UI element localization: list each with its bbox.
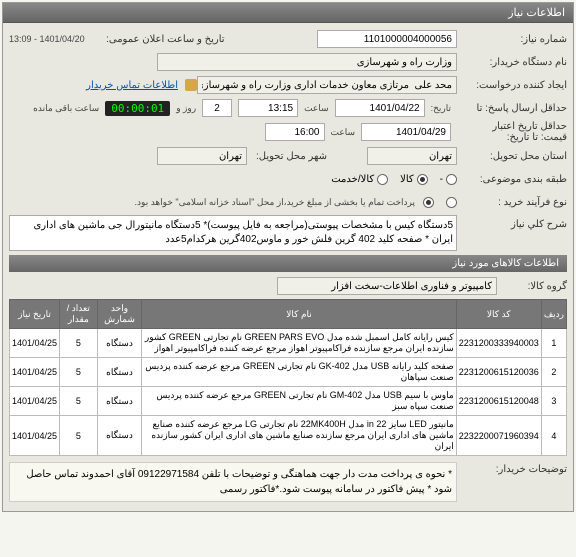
countdown-timer: 00:00:01 [105, 101, 170, 116]
province-label: استان محل تحویل: [457, 151, 567, 162]
items-section-title: اطلاعات کالاهای مورد نیاز [9, 255, 567, 272]
class-radio-group: - کالا کالا/خدمت [331, 174, 457, 185]
items-table: ردیفکد کالانام کالاواحد شمارشتعداد / مقد… [9, 299, 567, 456]
desc-textarea[interactable]: 5دستگاه کیس با مشخصات پیوستی(مراجعه به ف… [9, 215, 457, 251]
credit-date-input[interactable] [361, 123, 451, 141]
table-cell: 5 [60, 416, 98, 456]
desc-label: شرح کلي نياز [457, 215, 567, 230]
table-cell: 2231200615120048 [456, 387, 541, 416]
table-cell: 1401/04/25 [10, 416, 60, 456]
deadline-time-input[interactable] [238, 99, 298, 117]
col-header: واحد شمارش [97, 300, 142, 329]
need-no-label: شماره نیاز: [457, 34, 567, 45]
org-input [157, 53, 457, 71]
deadline-label: حداقل ارسال پاسخ: تا [457, 103, 567, 114]
col-header: نام کالا [142, 300, 456, 329]
table-cell: 5 [60, 329, 98, 358]
table-cell: 2231200333940003 [456, 329, 541, 358]
radio-service[interactable]: کالا/خدمت [331, 174, 388, 185]
day-and: روز و [176, 103, 196, 114]
table-cell: صفحه کلید رایانه USB مدل GK-402 نام تجار… [142, 358, 456, 387]
table-cell: 1 [541, 329, 566, 358]
col-header: کد کالا [456, 300, 541, 329]
table-cell: 5 [60, 358, 98, 387]
credit-time-input[interactable] [265, 123, 325, 141]
deadline-date-input[interactable] [335, 99, 425, 117]
group-input [277, 277, 497, 295]
table-cell: 1401/04/25 [10, 329, 60, 358]
org-label: نام دستگاه خریدار: [457, 57, 567, 68]
time-label-1: ساعت [304, 103, 329, 114]
table-cell: دستگاه [97, 416, 142, 456]
buyer-note-label: توضیحات خریدار: [457, 460, 567, 475]
process-radio-group [423, 197, 457, 208]
process-note: پرداخت تمام یا بخشی از مبلغ خرید،از محل … [135, 197, 415, 208]
table-row: 32231200615120048ماوس با سیم USB مدل GM-… [10, 387, 567, 416]
col-header: ردیف [541, 300, 566, 329]
contact-link[interactable]: اطلاعات تماس خریدار [82, 80, 182, 91]
province-input [367, 147, 457, 165]
city-label: شهر محل تحویل: [247, 151, 327, 162]
col-header: تعداد / مقدار [60, 300, 98, 329]
radio-cash[interactable]: کالا [400, 174, 428, 185]
process-radio-1[interactable] [446, 197, 457, 208]
remain-txt: ساعت باقی مانده [33, 103, 99, 114]
process-label: نوع فرآیند خرید : [457, 197, 567, 208]
class-label: طبقه بندی موضوعی: [457, 174, 567, 185]
table-cell: کیس رایانه کامل اسمبل شده مدل GREEN PARS… [142, 329, 456, 358]
table-row: 42232200071960394مانیتور LED سایز 22 in … [10, 416, 567, 456]
table-cell: دستگاه [97, 329, 142, 358]
credit-label: حداقل تاریخ اعتبار قیمت: تا تاریخ: [457, 121, 567, 143]
announce-label: تاریخ و ساعت اعلان عمومی: [85, 34, 225, 45]
time-label-2: ساعت [331, 127, 356, 138]
creator-input [197, 76, 457, 94]
table-cell: دستگاه [97, 387, 142, 416]
table-cell: مانیتور LED سایز 22 in مدل 22MK400H نام … [142, 416, 456, 456]
table-cell: 3 [541, 387, 566, 416]
buyer-note-box: * نحوه ی پرداخت مدت دار جهت هماهنگی و تو… [9, 462, 457, 502]
table-cell: 2231200615120036 [456, 358, 541, 387]
group-label: گروه کالا: [497, 281, 567, 292]
col-header: تاریخ نیاز [10, 300, 60, 329]
need-no-input[interactable] [317, 30, 457, 48]
announce-value: 1401/04/20 - 13:09 [9, 34, 85, 44]
days-input[interactable] [202, 99, 232, 117]
table-cell: 1401/04/25 [10, 358, 60, 387]
table-cell: دستگاه [97, 358, 142, 387]
creator-label: ایجاد کننده درخواست: [457, 80, 567, 91]
date-label: تاریخ: [431, 103, 451, 114]
radio-other[interactable]: - [440, 174, 457, 185]
panel-title: اطلاعات نیاز [3, 3, 573, 23]
city-input [157, 147, 247, 165]
table-row: 22231200615120036صفحه کلید رایانه USB مد… [10, 358, 567, 387]
table-cell: 5 [60, 387, 98, 416]
table-cell: 4 [541, 416, 566, 456]
table-row: 12231200333940003کیس رایانه کامل اسمبل ش… [10, 329, 567, 358]
table-cell: ماوس با سیم USB مدل GM-402 نام تجارتی GR… [142, 387, 456, 416]
table-cell: 2 [541, 358, 566, 387]
table-cell: 1401/04/25 [10, 387, 60, 416]
table-cell: 2232200071960394 [456, 416, 541, 456]
contact-icon [185, 79, 197, 91]
process-radio-2[interactable] [423, 197, 434, 208]
